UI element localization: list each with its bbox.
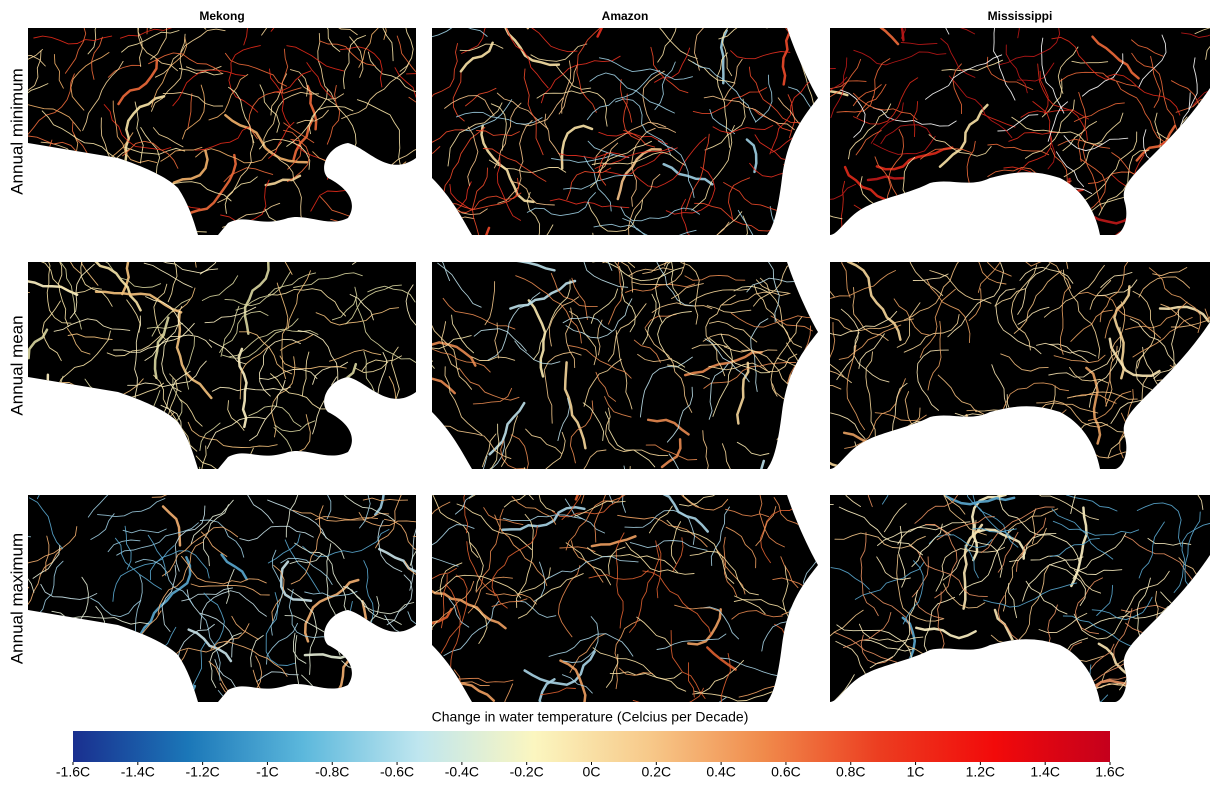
column-title: Amazon [602, 9, 649, 23]
colorbar-tick-label: -0.4C [445, 764, 479, 780]
colorbar-tick-label: 1.2C [966, 764, 996, 780]
colorbar-tick-label: 0.8C [836, 764, 866, 780]
map-panel [783, 430, 1210, 759]
row-label: Annual maximum [7, 533, 26, 664]
colorbar-tick-label: 0.6C [771, 764, 801, 780]
colorbar-tick-label: 0C [583, 764, 601, 780]
colorbar-tick-label: -1.2C [186, 764, 220, 780]
colorbar-tick-label: -1.6C [56, 764, 90, 780]
row-label: Annual minimum [7, 68, 26, 195]
colorbar-tick-label: -0.2C [510, 764, 544, 780]
colorbar-tick-label: 1.6C [1095, 764, 1125, 780]
map-panel [0, 422, 486, 781]
figure: Mekong Amazon Mississippi Annual minimum Ann… [0, 0, 1210, 782]
colorbar-tick-label: -0.8C [315, 764, 349, 780]
colorbar-tick-label: 1.4C [1030, 764, 1060, 780]
map-panel [360, 0, 889, 300]
colorbar [73, 731, 1110, 762]
map-panel [758, 183, 1210, 531]
colorbar-tick-label: 0.4C [706, 764, 736, 780]
colorbar-tick-label: -1.4C [121, 764, 155, 780]
colorbar-tick-label: 0.2C [642, 764, 672, 780]
map-panel [0, 0, 480, 291]
colorbar-tick-label: 1C [907, 764, 925, 780]
map-panel [0, 195, 465, 534]
row-label: Annual mean [7, 315, 26, 415]
colorbar-tick-label: -1C [256, 764, 279, 780]
colorbar-tick-label: -0.6C [380, 764, 414, 780]
colorbar-title: Change in water temperature (Celcius per… [432, 709, 749, 725]
column-title: Mekong [199, 9, 244, 23]
column-title: Mississippi [988, 9, 1053, 23]
